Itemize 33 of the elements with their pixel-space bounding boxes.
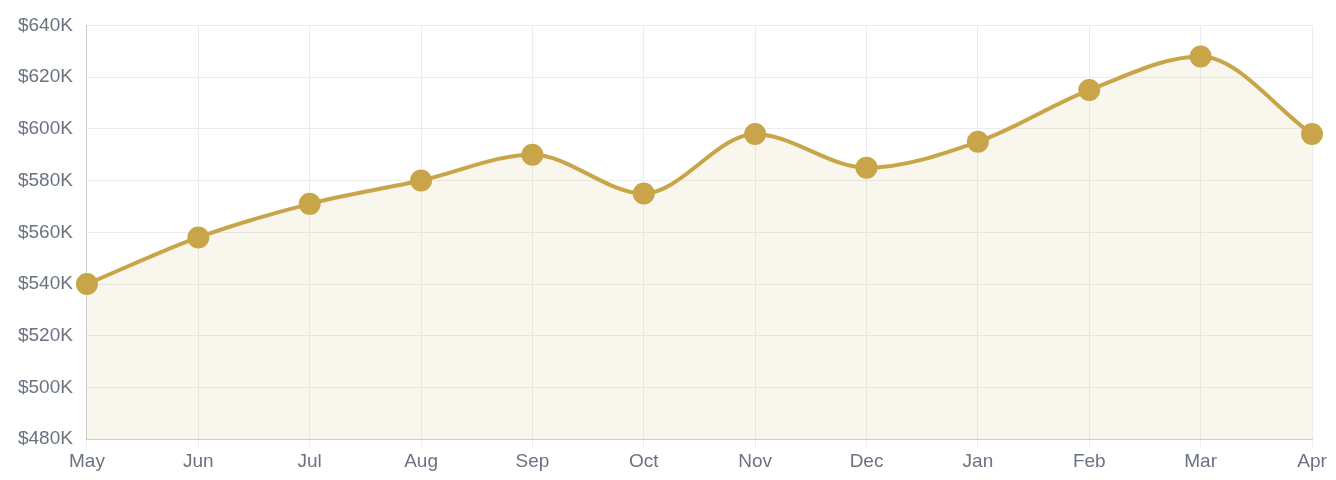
y-tick-label: $580K: [17, 168, 74, 190]
point: [966, 130, 989, 153]
point: [855, 156, 878, 179]
x-tick-label: Mar: [1184, 449, 1218, 471]
point: [75, 273, 98, 296]
y-tick-label: $480K: [17, 427, 74, 449]
x-tick-label: Aug: [404, 449, 438, 471]
x-tick-label: Nov: [738, 449, 773, 471]
x-tick-label: Jun: [182, 449, 214, 471]
x-tick-label: Jan: [962, 449, 994, 471]
x-tick-label: May: [68, 449, 106, 471]
point: [187, 226, 210, 249]
y-tick-label: $620K: [17, 65, 74, 87]
y-tick-label: $600K: [17, 117, 74, 139]
x-tick-label: Feb: [1072, 449, 1106, 471]
x-tick-label: Oct: [629, 449, 660, 471]
point: [1078, 79, 1101, 102]
y-tick-label: $540K: [17, 272, 74, 294]
x-tick-label: Jul: [297, 449, 322, 471]
point: [410, 169, 433, 192]
point: [521, 143, 544, 166]
y-tick-label: $520K: [17, 323, 74, 345]
y-tick-label: $560K: [17, 220, 74, 242]
point: [1189, 45, 1212, 68]
point: [632, 182, 655, 205]
y-tick-label: $640K: [17, 13, 74, 35]
point: [744, 123, 767, 146]
x-tick-label: Dec: [849, 449, 884, 471]
y-tick-label: $500K: [17, 375, 74, 397]
point: [298, 192, 321, 215]
point: [1301, 123, 1323, 146]
x-tick-label: Apr: [1297, 449, 1328, 471]
x-tick-label: Sep: [515, 449, 550, 471]
